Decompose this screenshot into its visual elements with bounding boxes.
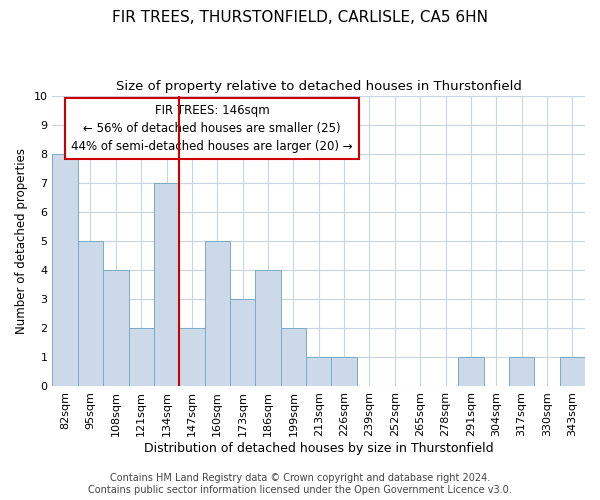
Bar <box>179 328 205 386</box>
Bar <box>154 183 179 386</box>
Text: FIR TREES, THURSTONFIELD, CARLISLE, CA5 6HN: FIR TREES, THURSTONFIELD, CARLISLE, CA5 … <box>112 10 488 25</box>
X-axis label: Distribution of detached houses by size in Thurstonfield: Distribution of detached houses by size … <box>144 442 494 455</box>
Bar <box>52 154 78 386</box>
Bar <box>331 358 357 386</box>
Bar <box>306 358 331 386</box>
Y-axis label: Number of detached properties: Number of detached properties <box>15 148 28 334</box>
Bar <box>256 270 281 386</box>
Title: Size of property relative to detached houses in Thurstonfield: Size of property relative to detached ho… <box>116 80 521 93</box>
Bar <box>281 328 306 386</box>
Bar <box>205 241 230 386</box>
Bar <box>458 358 484 386</box>
Bar <box>230 299 256 386</box>
Text: FIR TREES: 146sqm
← 56% of detached houses are smaller (25)
44% of semi-detached: FIR TREES: 146sqm ← 56% of detached hous… <box>71 104 353 154</box>
Text: Contains HM Land Registry data © Crown copyright and database right 2024.
Contai: Contains HM Land Registry data © Crown c… <box>88 474 512 495</box>
Bar <box>509 358 534 386</box>
Bar <box>78 241 103 386</box>
Bar <box>560 358 585 386</box>
Bar <box>128 328 154 386</box>
Bar <box>103 270 128 386</box>
